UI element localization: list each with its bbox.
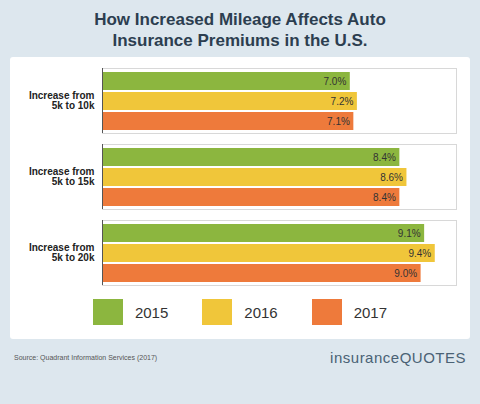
svg-text:8.6%: 8.6% [380,172,403,183]
html-text:insuranceQUOTES: insuranceQUOTES [330,349,466,366]
svg-text:7.2%: 7.2% [331,96,354,107]
svg-text:Increase from5k to 20k: Increase from5k to 20k [29,242,95,263]
html-text:2017: 2017 [353,303,388,321]
svg-text:9.0%: 9.0% [394,268,417,279]
html-text:How Increased Mileage Affects: How Increased Mileage Affects Auto Insur… [94,10,386,50]
svg-text:7.1%: 7.1% [327,116,350,127]
html-text:2016: 2016 [244,303,278,321]
svg-text:9.1%: 9.1% [398,228,421,239]
svg-text:8.4%: 8.4% [373,192,396,203]
svg-text:Increase from5k to 15k: Increase from5k to 15k [29,166,95,187]
html-text:Source: Quadrant Information S: Source: Quadrant Information Services (2… [14,354,158,361]
html-text:2015: 2015 [134,303,169,321]
svg-text:7.0%: 7.0% [324,76,347,87]
svg-text:9.4%: 9.4% [408,248,431,259]
svg-text:8.4%: 8.4% [373,152,396,163]
svg-text:Increase from5k to 10k: Increase from5k to 10k [29,90,95,111]
